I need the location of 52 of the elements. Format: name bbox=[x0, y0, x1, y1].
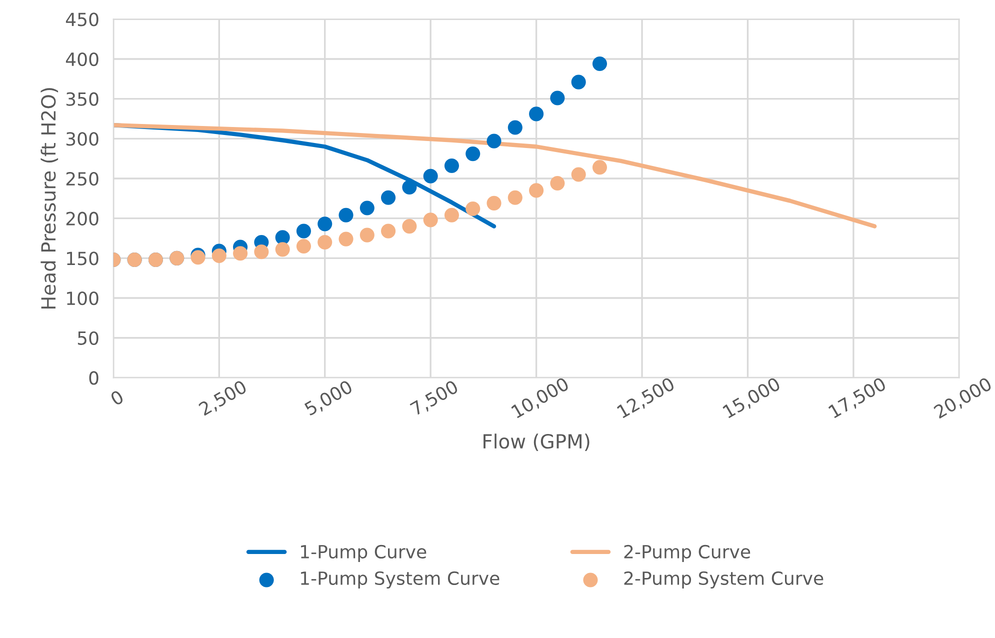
y-tick-label: 300 bbox=[66, 132, 98, 146]
point bbox=[423, 168, 438, 184]
point bbox=[444, 158, 460, 174]
point bbox=[550, 176, 565, 191]
point bbox=[381, 224, 396, 238]
point bbox=[318, 234, 332, 250]
point bbox=[338, 208, 354, 222]
y-tick-label: 200 bbox=[66, 212, 98, 226]
point bbox=[212, 248, 226, 264]
point bbox=[592, 160, 608, 175]
point bbox=[296, 224, 312, 238]
point bbox=[233, 246, 248, 261]
point bbox=[254, 244, 269, 260]
y-tick-label: 100 bbox=[67, 291, 98, 306]
point bbox=[508, 120, 522, 135]
y-tick-label: 50 bbox=[78, 331, 98, 345]
point bbox=[571, 167, 586, 182]
line-series bbox=[113, 123, 877, 228]
point bbox=[529, 106, 544, 122]
point bbox=[550, 90, 565, 106]
point bbox=[318, 216, 332, 232]
y-tick-label: 450 bbox=[66, 12, 98, 26]
point bbox=[444, 208, 460, 222]
x-tick-label: 0 bbox=[110, 390, 124, 406]
point bbox=[402, 219, 417, 234]
legend-label: 2-Pump System Curve bbox=[624, 571, 824, 589]
y-tick-label: 150 bbox=[67, 252, 98, 266]
y-tick-label: 400 bbox=[66, 52, 98, 66]
point bbox=[592, 56, 608, 72]
point bbox=[275, 242, 290, 257]
point bbox=[360, 228, 374, 242]
x-axis-title: Flow (GPM) bbox=[484, 434, 590, 451]
y-axis-title: Head Pressure (ft H2O) bbox=[40, 88, 58, 309]
y-tick-label: 250 bbox=[66, 172, 98, 186]
point bbox=[466, 146, 480, 162]
legend-label: 1-Pump Curve bbox=[301, 544, 426, 562]
point bbox=[466, 201, 480, 216]
point bbox=[381, 190, 396, 205]
legend-label: 1-Pump System Curve bbox=[301, 571, 500, 589]
point bbox=[296, 238, 312, 254]
legend-label: 2-Pump Curve bbox=[624, 544, 750, 562]
point bbox=[486, 134, 502, 148]
point bbox=[423, 212, 438, 228]
point bbox=[508, 190, 522, 205]
point bbox=[402, 180, 417, 195]
point bbox=[486, 196, 502, 210]
y-tick-label: 350 bbox=[66, 92, 98, 106]
point bbox=[360, 200, 374, 216]
point bbox=[529, 183, 544, 198]
point bbox=[338, 232, 354, 246]
point bbox=[571, 74, 586, 90]
point bbox=[275, 230, 290, 245]
